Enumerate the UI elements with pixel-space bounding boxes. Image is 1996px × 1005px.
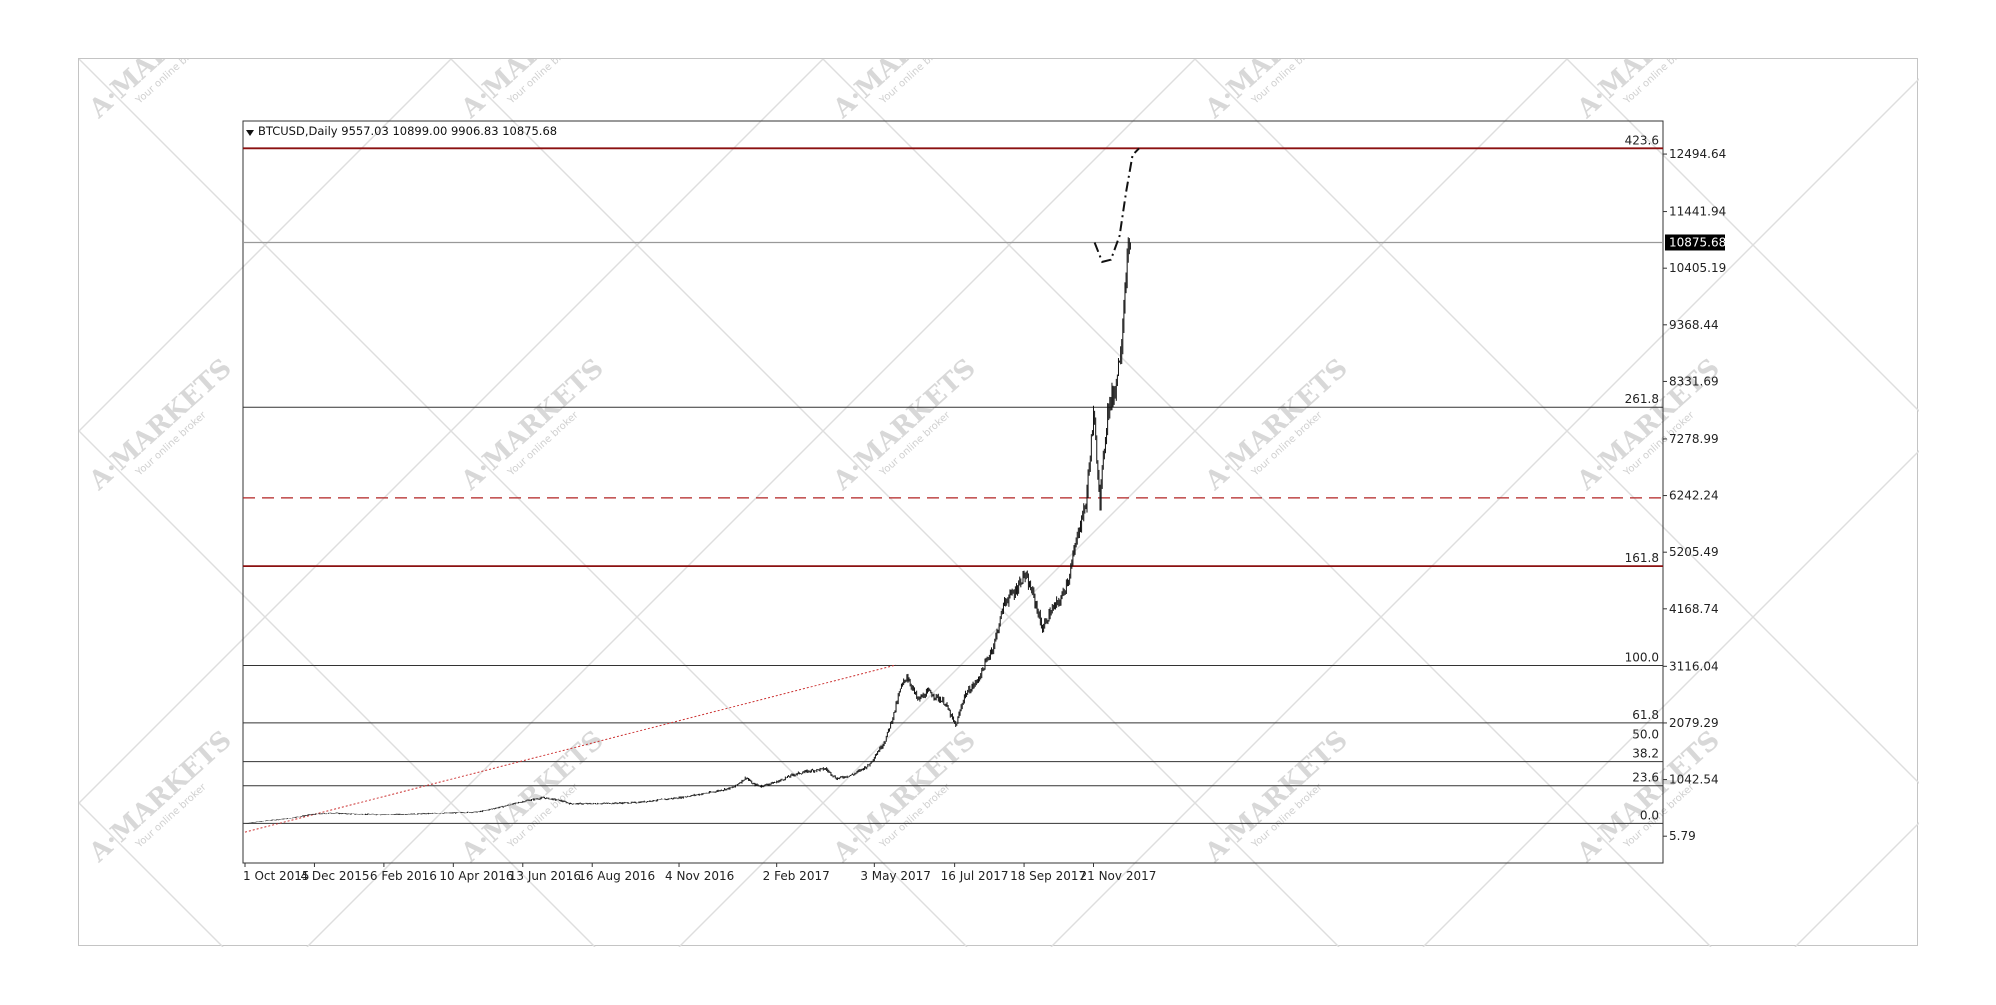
fib-level-label: 38.2 [1632,747,1659,761]
y-tick-label: 10405.19 [1669,261,1726,275]
fib-level-label: 423.6 [1625,133,1659,147]
x-tick-label: 18 Sep 2017 [1010,869,1086,883]
projection-path [1093,147,1140,264]
watermark-diagonal [450,59,1340,947]
y-tick-label: 7278.99 [1669,432,1719,446]
x-tick-label: 3 May 2017 [860,869,931,883]
fib-level-label: 161.8 [1625,551,1659,565]
x-tick-label: 4 Nov 2016 [665,869,734,883]
y-tick-label: 1042.54 [1669,773,1719,787]
y-tick-label: 5.79 [1669,829,1696,843]
watermark-diagonal [1194,59,1919,784]
y-tick-label: 3116.04 [1669,659,1719,673]
y-tick-label: 6242.24 [1669,489,1719,503]
fib-level-label: 23.6 [1632,771,1659,785]
fib-level-label: 261.8 [1625,392,1659,406]
candles [244,237,1131,824]
x-tick-label: 16 Aug 2016 [578,869,655,883]
fib-level-label: 100.0 [1625,651,1659,665]
watermark-diagonal [1422,450,1919,947]
fib-level-label: 61.8 [1632,708,1659,722]
watermark-diagonal [79,59,452,432]
watermark-diagonal [79,59,824,804]
watermark-diagonal [1566,59,1919,412]
x-tick-label: 1 Oct 2015 [243,869,310,883]
y-tick-label: 2079.29 [1669,716,1719,730]
chart-title: BTCUSD,Daily 9557.03 10899.00 9906.83 10… [258,124,557,138]
price-chart[interactable]: BTCUSD,Daily 9557.03 10899.00 9906.83 10… [79,59,1919,947]
projection-layer [1093,147,1140,264]
watermark-diagonal [79,59,968,947]
y-tick-label: 9368.44 [1669,318,1719,332]
x-tick-label: 6 Feb 2016 [370,869,437,883]
current-price-tag: 10875.68 [1665,234,1726,251]
watermark-diagonal [678,59,1568,947]
price-tag-bg [1665,234,1725,251]
fib-level-label: 50.0 [1632,728,1659,742]
y-tick-label: 5205.49 [1669,545,1719,559]
trend-line [244,664,897,833]
level-lines [243,147,1663,824]
y-tick-label: 12494.64 [1669,147,1726,161]
plot-area [242,120,1664,864]
watermark-diagonal [822,59,1712,947]
fib-labels: 0.0 23.6 38.2 50.0 61.8 100.0 161.8 261.8 423.6 [1625,133,1659,822]
x-tick-label: 13 Jun 2016 [509,869,581,883]
y-tick-label: 11441.94 [1669,205,1726,219]
x-tick-label: 2 Feb 2017 [763,869,830,883]
watermark-diagonal [1050,78,1919,947]
trend-line-layer [244,664,897,833]
x-tick-label: 16 Jul 2017 [941,869,1009,883]
x-tick-label: 4 Dec 2015 [300,869,369,883]
x-tick-label: 10 Apr 2016 [439,869,513,883]
y-tick-label: 4168.74 [1669,602,1719,616]
fib-level-label: 0.0 [1640,808,1659,822]
watermark-diagonal [79,430,596,947]
watermark-diagonal [306,59,1196,947]
y-axis: 5.79 1042.54 2079.29 3116.04 4168.74 5205.49 6… [1663,147,1726,843]
collapse-arrow-icon[interactable] [246,130,254,136]
y-tick-label: 8331.69 [1669,374,1719,388]
x-tick-label: 21 Nov 2017 [1080,869,1157,883]
current-price-label: 10875.68 [1669,235,1726,249]
